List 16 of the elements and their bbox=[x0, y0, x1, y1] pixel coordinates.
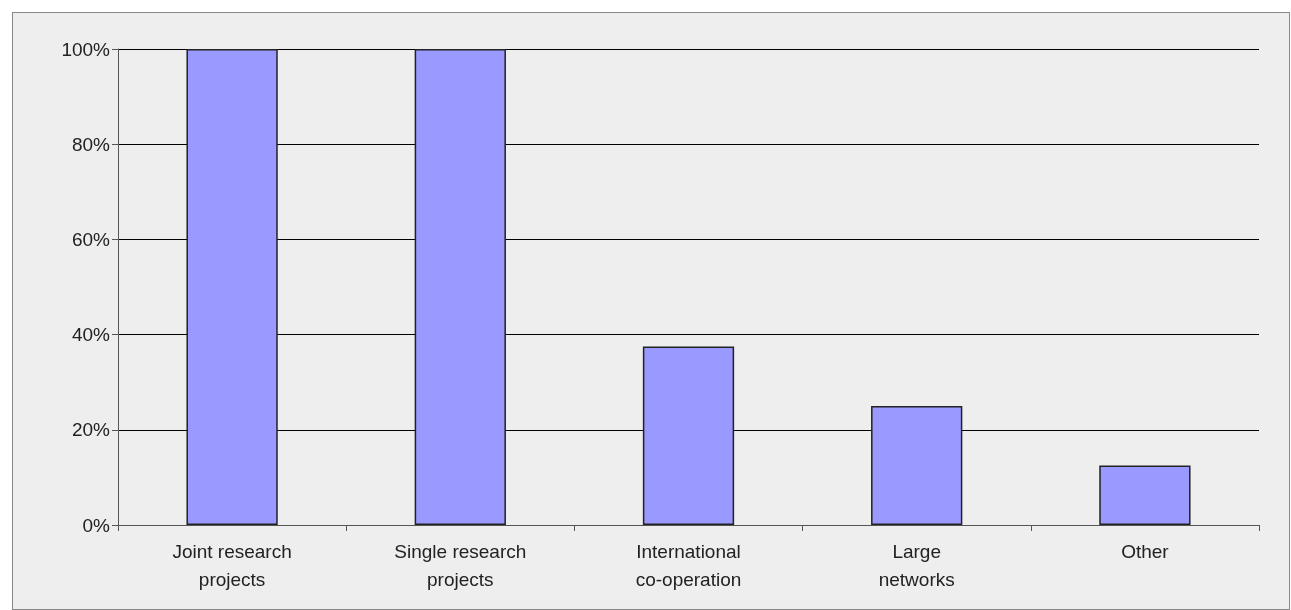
x-tick-label: Single research projects bbox=[394, 540, 527, 590]
y-tick-label: 80% bbox=[71, 133, 111, 155]
y-tick-label: 0% bbox=[82, 514, 111, 536]
x-tick-label: Other bbox=[1121, 540, 1170, 562]
bar bbox=[414, 49, 506, 525]
y-tick-label: 100% bbox=[61, 38, 111, 60]
bar bbox=[871, 406, 963, 525]
bar bbox=[1099, 465, 1191, 525]
bar bbox=[642, 346, 735, 525]
y-tick-label: 60% bbox=[71, 228, 111, 250]
y-tick-label: 20% bbox=[71, 419, 111, 441]
bar bbox=[186, 49, 278, 525]
x-tick-label: International co-operation bbox=[635, 540, 742, 590]
y-tick-label: 40% bbox=[71, 324, 111, 346]
x-tick-label: Large networks bbox=[878, 540, 955, 590]
x-tick-label: Joint research projects bbox=[172, 540, 292, 590]
